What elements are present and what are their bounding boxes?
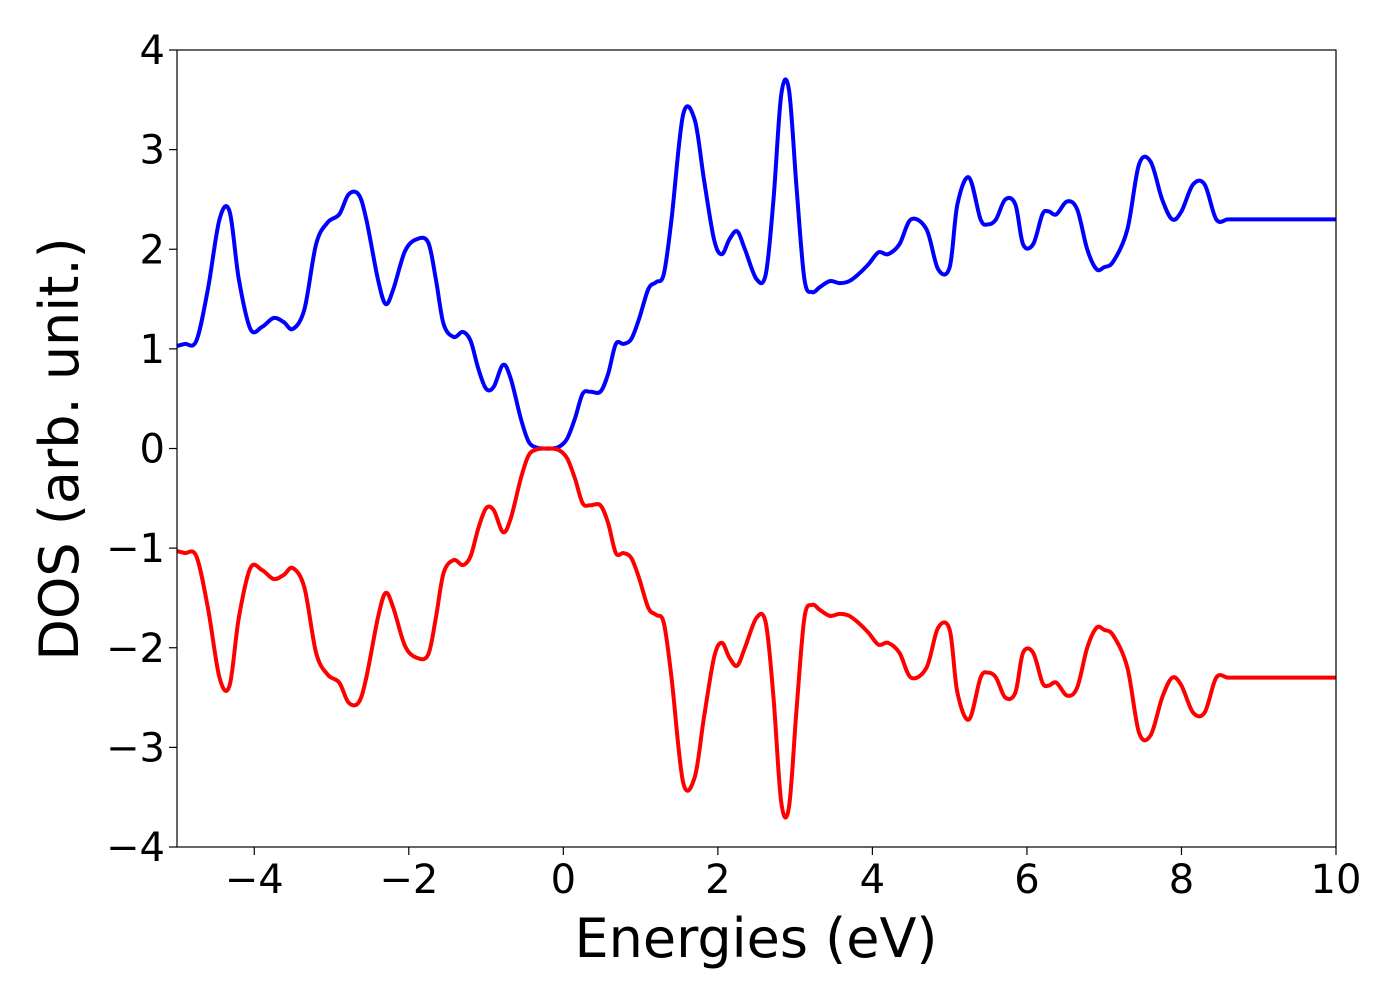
x-tick-label: −2 <box>379 857 438 903</box>
y-tick-label: 2 <box>140 227 165 273</box>
y-tick-label: −3 <box>106 725 165 771</box>
y-tick-label: 4 <box>140 28 165 74</box>
x-tick-label: 8 <box>1169 857 1194 903</box>
y-tick-label: −1 <box>106 526 165 572</box>
y-tick-label: −4 <box>106 825 165 871</box>
x-tick-label: 10 <box>1311 857 1362 903</box>
y-axis-label: DOS (arb. unit.) <box>28 237 91 660</box>
x-tick-label: 6 <box>1014 857 1039 903</box>
y-tick-label: −2 <box>106 626 165 672</box>
y-tick-label: 1 <box>140 327 165 373</box>
y-tick-label: 3 <box>140 128 165 174</box>
x-tick-label: 2 <box>705 857 730 903</box>
y-axis: −4 −3 −2 −1 0 1 2 3 4 <box>106 28 177 871</box>
x-axis-label: Energies (eV) <box>575 907 938 970</box>
series-layer <box>177 77 1336 820</box>
x-axis: −4 −2 0 2 4 6 8 10 <box>225 847 1362 903</box>
y-tick-label: 0 <box>140 427 165 473</box>
series-line-1 <box>177 77 1336 451</box>
x-tick-label: 4 <box>860 857 885 903</box>
series-line-2 <box>177 446 1336 820</box>
x-tick-label: 0 <box>551 857 576 903</box>
x-tick-label: −4 <box>225 857 284 903</box>
